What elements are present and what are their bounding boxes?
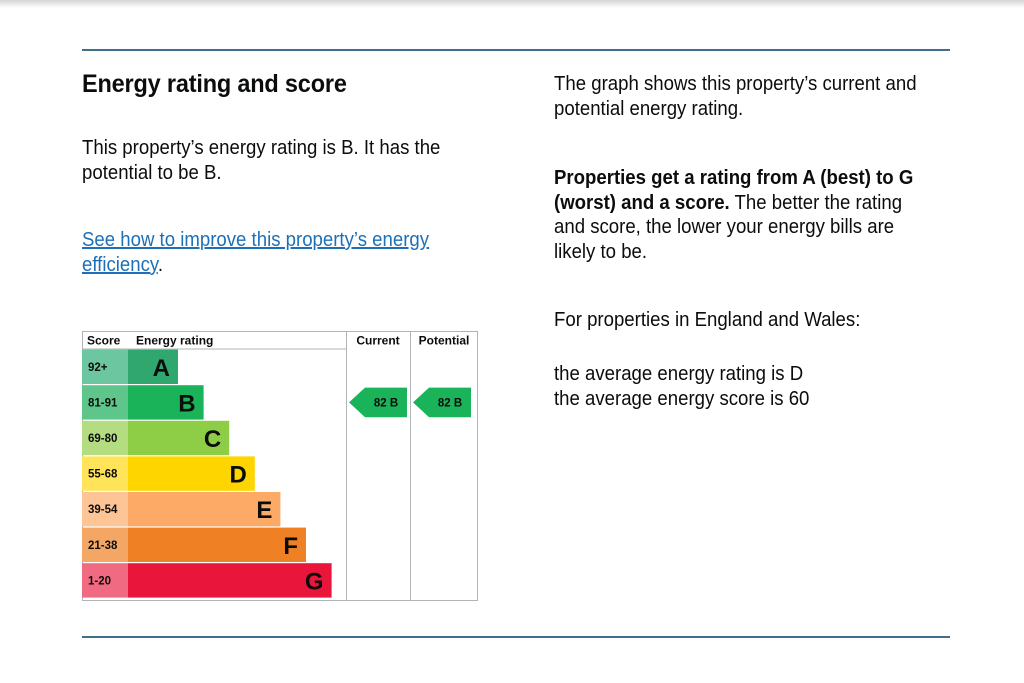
energy-rating-chart: Score Energy rating Current Potential 92+ A 81…	[82, 331, 478, 601]
average-rating: the average energy rating is D	[554, 363, 804, 385]
score-range-g: 1-20	[88, 575, 111, 587]
score-range-d: 55-68	[88, 469, 118, 481]
score-column-header: Score	[87, 334, 121, 348]
rating-letter-a: A	[153, 355, 170, 382]
rating-bar-g	[128, 563, 332, 598]
score-cell-d	[82, 456, 128, 491]
score-range-b: 81-91	[88, 397, 118, 409]
rating-letter-b: B	[178, 390, 195, 417]
rating-letter-c: C	[204, 426, 221, 453]
rating-column-header: Energy rating	[136, 334, 213, 348]
section-divider-bottom	[82, 636, 950, 638]
current-rating-arrow-label: 82 B	[374, 397, 398, 409]
rating-letter-e: E	[256, 497, 272, 524]
rating-summary: This property’s energy rating is B. It h…	[82, 136, 482, 185]
graph-intro: The graph shows this property’s current …	[554, 73, 917, 120]
rating-scale-explanation: Properties get a rating from A (best) to…	[554, 166, 926, 264]
score-cell-g	[82, 563, 128, 598]
rating-scale-rest: The better the rating and score, the low…	[554, 191, 903, 263]
section-heading: Energy rating and score	[82, 70, 347, 98]
current-rating-arrow	[349, 387, 407, 418]
score-range-e: 39-54	[88, 504, 118, 516]
rating-scale-bold: Properties get a rating from A (best) to…	[554, 167, 914, 214]
rating-bar-a	[128, 349, 178, 384]
score-cell-c	[82, 420, 128, 456]
score-cell-f	[82, 527, 128, 562]
rating-bar-d	[128, 456, 255, 491]
top-shadow	[0, 0, 1024, 8]
score-range-c: 69-80	[88, 433, 117, 445]
section-divider-top	[82, 49, 950, 51]
rating-letter-g: G	[305, 568, 324, 595]
rating-bar-e	[128, 492, 281, 527]
improve-link-paragraph: See how to improve this property’s energ…	[82, 228, 454, 278]
score-range-f: 21-38	[88, 540, 118, 552]
rating-letter-f: F	[283, 533, 298, 560]
current-column-header: Current	[356, 334, 399, 348]
score-cell-a	[82, 349, 128, 384]
rating-letter-d: D	[229, 462, 246, 489]
improve-efficiency-link[interactable]: See how to improve this property’s energ…	[82, 229, 430, 276]
potential-rating-arrow	[413, 387, 471, 418]
energy-rating-graph: Score Energy rating Current Potential 92+ A 81…	[82, 331, 478, 601]
rating-summary-text: This property’s energy rating is B. It h…	[82, 137, 441, 184]
score-cell-b	[82, 385, 128, 420]
score-range-a: 92+	[88, 362, 108, 374]
rating-bar-c	[128, 420, 230, 456]
average-score: the average energy score is 60	[554, 388, 810, 410]
potential-column-header: Potential	[419, 334, 470, 348]
score-cell-e	[82, 492, 128, 527]
link-suffix: .	[157, 254, 163, 276]
rating-bar-f	[128, 527, 306, 562]
region-text: For properties in England and Wales:	[554, 309, 861, 331]
potential-rating-arrow-label: 82 B	[438, 397, 462, 409]
rating-bar-b	[128, 385, 204, 420]
